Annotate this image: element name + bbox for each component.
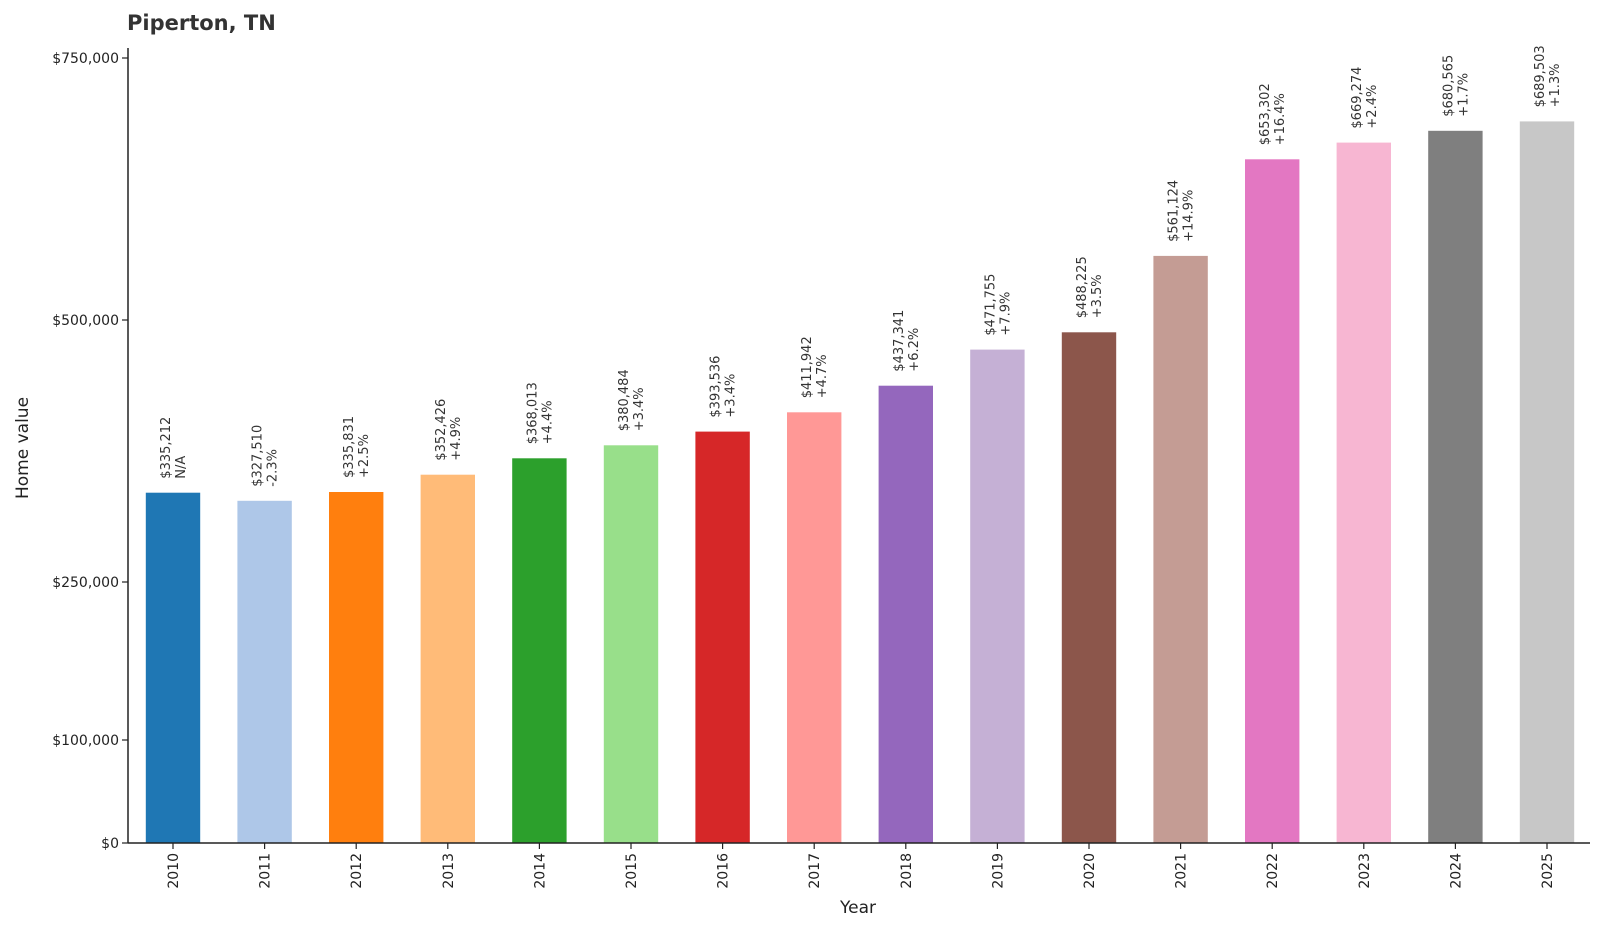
bar-2023 [1336, 142, 1391, 844]
bar-value-label-2016: $393,536 [709, 356, 724, 418]
bar-change-label-2024: +1.7% [1456, 73, 1471, 117]
x-tick-label-2017: 2017 [807, 853, 823, 889]
bar-2017 [787, 412, 842, 843]
bar-change-label-2010: N/A [174, 456, 189, 479]
y-axis: $0 $100,000 $250,000 $500,000 $750,000 [52, 48, 129, 852]
bar-value-label-2020: $488,225 [1075, 256, 1090, 318]
bar-2011 [237, 500, 292, 843]
bar-value-label-2018: $437,341 [892, 310, 907, 372]
bar-change-label-2012: +2.5% [357, 434, 372, 478]
y-tick-label: $250,000 [52, 575, 119, 591]
bar-2019 [970, 349, 1025, 843]
bar-value-label-2015: $380,484 [617, 369, 632, 431]
bar-value-label-2012: $335,831 [342, 416, 357, 478]
x-tick-label-2024: 2024 [1448, 853, 1464, 889]
x-tick-label-2010: 2010 [166, 853, 182, 889]
bar-2018 [878, 385, 933, 843]
bar-value-label-2023: $669,274 [1350, 67, 1365, 129]
y-tick-label: $100,000 [52, 733, 119, 749]
bar-value-label-2014: $368,013 [525, 382, 540, 444]
x-tick-label-2012: 2012 [349, 853, 365, 889]
y-tick-label: $0 [101, 836, 119, 852]
x-tick-label-2022: 2022 [1265, 853, 1281, 889]
bar-change-label-2023: +2.4% [1365, 85, 1380, 129]
bar-change-label-2022: +16.4% [1273, 93, 1288, 145]
x-tick-label-2011: 2011 [258, 853, 274, 889]
bar-2024 [1428, 130, 1483, 844]
x-tick-label-2016: 2016 [716, 853, 732, 889]
bar-2016 [695, 431, 750, 843]
x-tick-label-2023: 2023 [1357, 853, 1373, 889]
x-tick-label-2020: 2020 [1082, 853, 1098, 889]
y-tick-label: $750,000 [52, 51, 119, 67]
x-tick-label-2018: 2018 [899, 853, 915, 889]
bar-value-label-2013: $352,426 [434, 399, 449, 461]
bar-change-label-2016: +3.4% [724, 374, 739, 418]
bar-value-label-2024: $680,565 [1441, 55, 1456, 117]
y-tick-label: $500,000 [52, 313, 119, 329]
bar-2022 [1245, 159, 1300, 844]
bar-2015 [603, 445, 659, 843]
bar-change-label-2025: +1.3% [1548, 63, 1563, 107]
bar-2025 [1519, 121, 1575, 843]
x-axis-label: Year [839, 898, 876, 918]
x-axis: 2010 2011 2012 2013 2014 2015 2016 2017 2018 2019… [128, 842, 1590, 889]
bar-change-label-2017: +4.7% [815, 354, 830, 398]
x-tick-label-2015: 2015 [624, 853, 640, 889]
x-tick-label-2013: 2013 [441, 853, 457, 889]
bar-change-label-2019: +7.9% [998, 292, 1013, 336]
x-tick-label-2014: 2014 [532, 853, 548, 889]
bar-2020 [1061, 332, 1117, 843]
bar-change-label-2018: +6.2% [907, 328, 922, 372]
x-tick-label-2025: 2025 [1540, 853, 1556, 889]
bar-change-label-2015: +3.4% [632, 387, 647, 431]
y-axis-label: Home value [13, 397, 33, 499]
bar-value-label-2021: $561,124 [1167, 180, 1182, 242]
x-tick-label-2021: 2021 [1174, 853, 1190, 889]
bar-value-label-2022: $653,302 [1258, 83, 1273, 145]
bar-value-label-2011: $327,510 [251, 425, 266, 487]
bar-2021 [1153, 255, 1208, 843]
bar-change-label-2013: +4.9% [449, 417, 464, 461]
bar-value-label-2010: $335,212 [159, 417, 174, 479]
bar-change-label-2021: +14.9% [1182, 190, 1197, 242]
bar-2012 [329, 492, 384, 843]
bar-change-label-2014: +4.4% [540, 400, 555, 444]
bar-value-label-2019: $471,755 [983, 274, 998, 336]
chart-title: Piperton, TN [127, 11, 276, 35]
bar-2013 [420, 474, 475, 843]
bar-2010 [145, 492, 201, 843]
bar-value-label-2017: $411,942 [800, 336, 815, 398]
bars-group [145, 121, 1575, 844]
bar-2014 [512, 458, 567, 843]
bar-change-label-2011: -2.3% [266, 449, 281, 487]
bar-change-label-2020: +3.5% [1090, 274, 1105, 318]
bar-labels-group: $335,212 N/A $327,510 -2.3% $335,831 +2.5% $35… [159, 45, 1563, 486]
x-tick-label-2019: 2019 [990, 853, 1006, 889]
bar-value-label-2025: $689,503 [1533, 45, 1548, 107]
